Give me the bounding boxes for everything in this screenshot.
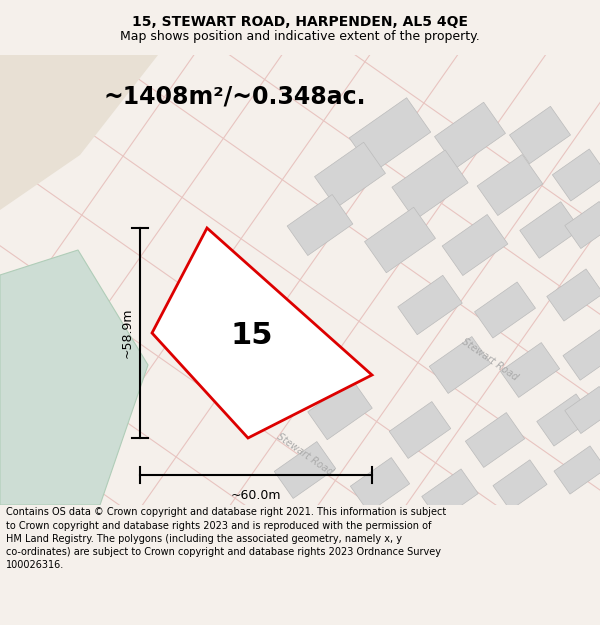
Polygon shape bbox=[565, 386, 600, 434]
Polygon shape bbox=[0, 250, 148, 505]
Polygon shape bbox=[509, 106, 571, 164]
Polygon shape bbox=[0, 55, 158, 210]
Polygon shape bbox=[308, 380, 372, 440]
Text: Map shows position and indicative extent of the property.: Map shows position and indicative extent… bbox=[120, 30, 480, 43]
Polygon shape bbox=[434, 102, 505, 168]
Polygon shape bbox=[563, 330, 600, 380]
Text: ~60.0m: ~60.0m bbox=[231, 489, 281, 502]
Polygon shape bbox=[553, 149, 600, 201]
Polygon shape bbox=[493, 460, 547, 510]
Polygon shape bbox=[477, 154, 543, 216]
Polygon shape bbox=[565, 201, 600, 249]
Polygon shape bbox=[287, 194, 353, 256]
Polygon shape bbox=[398, 275, 462, 335]
Polygon shape bbox=[466, 412, 524, 468]
Polygon shape bbox=[314, 142, 385, 208]
Polygon shape bbox=[475, 282, 535, 338]
Polygon shape bbox=[554, 446, 600, 494]
Polygon shape bbox=[537, 394, 593, 446]
Text: Stewart Road: Stewart Road bbox=[275, 432, 335, 478]
Polygon shape bbox=[422, 469, 478, 521]
Text: Stewart Road: Stewart Road bbox=[460, 337, 520, 383]
Polygon shape bbox=[349, 98, 431, 172]
Text: 15, STEWART ROAD, HARPENDEN, AL5 4QE: 15, STEWART ROAD, HARPENDEN, AL5 4QE bbox=[132, 16, 468, 29]
Polygon shape bbox=[429, 337, 491, 393]
Polygon shape bbox=[365, 208, 436, 272]
Polygon shape bbox=[392, 150, 468, 220]
Polygon shape bbox=[442, 214, 508, 276]
Text: Contains OS data © Crown copyright and database right 2021. This information is : Contains OS data © Crown copyright and d… bbox=[6, 508, 446, 570]
Polygon shape bbox=[274, 442, 336, 498]
Polygon shape bbox=[520, 202, 580, 258]
Polygon shape bbox=[152, 228, 372, 438]
Text: ~58.9m: ~58.9m bbox=[121, 308, 134, 358]
Polygon shape bbox=[547, 269, 600, 321]
Text: ~1408m²/~0.348ac.: ~1408m²/~0.348ac. bbox=[104, 85, 366, 109]
Polygon shape bbox=[350, 458, 410, 512]
Text: 15: 15 bbox=[231, 321, 274, 350]
Polygon shape bbox=[500, 342, 560, 398]
Polygon shape bbox=[389, 402, 451, 458]
